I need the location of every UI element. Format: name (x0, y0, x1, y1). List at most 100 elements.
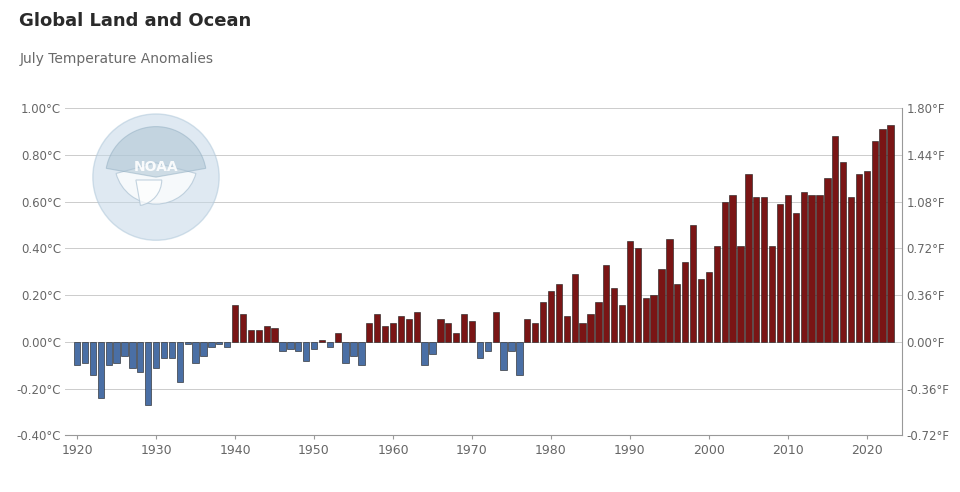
Text: Global Land and Ocean: Global Land and Ocean (19, 12, 252, 31)
Bar (548, 290, 554, 342)
Bar (201, 342, 206, 356)
Bar (303, 342, 309, 361)
Bar (74, 342, 81, 365)
Wedge shape (116, 163, 196, 204)
Bar (192, 342, 199, 363)
Bar (580, 323, 586, 342)
Bar (848, 197, 854, 342)
Bar (397, 316, 404, 342)
Bar (153, 342, 159, 368)
Circle shape (93, 114, 219, 240)
Bar (208, 342, 214, 346)
Bar (801, 192, 806, 342)
Bar (713, 246, 720, 342)
Bar (730, 195, 735, 342)
Wedge shape (136, 180, 161, 206)
Bar (468, 321, 475, 342)
Bar (311, 342, 317, 349)
Bar (82, 342, 88, 363)
Bar (706, 272, 712, 342)
Bar (437, 319, 444, 342)
Bar (761, 197, 767, 342)
Bar (130, 342, 135, 368)
Bar (698, 279, 705, 342)
Bar (106, 342, 112, 365)
Bar (832, 136, 838, 342)
Bar (169, 342, 175, 358)
Bar (619, 305, 625, 342)
Bar (224, 342, 230, 346)
Bar (429, 342, 436, 354)
Bar (343, 342, 348, 363)
Bar (98, 342, 104, 398)
Bar (145, 342, 152, 405)
Bar (287, 342, 294, 349)
Bar (887, 124, 894, 342)
Bar (161, 342, 167, 358)
Bar (374, 314, 380, 342)
Bar (121, 342, 128, 356)
Bar (603, 265, 610, 342)
Bar (737, 246, 744, 342)
Bar (540, 302, 546, 342)
Bar (263, 326, 270, 342)
Bar (414, 311, 420, 342)
Bar (642, 298, 649, 342)
Bar (248, 330, 254, 342)
Bar (326, 342, 333, 346)
Bar (864, 171, 870, 342)
Bar (461, 314, 468, 342)
Bar (137, 342, 143, 372)
Bar (516, 342, 522, 375)
Bar (564, 316, 570, 342)
Bar (485, 342, 491, 351)
Bar (690, 225, 696, 342)
Bar (184, 342, 191, 344)
Bar (659, 270, 664, 342)
Bar (492, 311, 499, 342)
Bar (509, 342, 515, 351)
Bar (366, 323, 372, 342)
Bar (453, 333, 459, 342)
Bar (627, 242, 633, 342)
Bar (90, 342, 96, 375)
Bar (816, 195, 823, 342)
Bar (240, 314, 246, 342)
Bar (651, 295, 657, 342)
Bar (216, 342, 223, 344)
Bar (445, 323, 451, 342)
Bar (722, 202, 728, 342)
Bar (879, 129, 886, 342)
Bar (611, 288, 617, 342)
Text: July Temperature Anomalies: July Temperature Anomalies (19, 52, 213, 65)
Bar (350, 342, 357, 356)
Bar (777, 204, 783, 342)
Bar (666, 239, 673, 342)
Bar (524, 319, 531, 342)
Bar (855, 174, 862, 342)
Bar (635, 248, 641, 342)
Bar (595, 302, 602, 342)
Bar (390, 323, 396, 342)
Bar (319, 339, 325, 342)
Bar (177, 342, 183, 382)
Bar (382, 326, 388, 342)
Bar (674, 283, 681, 342)
Bar (477, 342, 483, 358)
Bar (232, 305, 238, 342)
Bar (406, 319, 412, 342)
Bar (532, 323, 539, 342)
Text: NOAA: NOAA (133, 160, 179, 174)
Bar (358, 342, 365, 365)
Bar (272, 328, 277, 342)
Bar (769, 246, 776, 342)
Bar (682, 263, 688, 342)
Bar (113, 342, 120, 363)
Bar (784, 195, 791, 342)
Bar (556, 283, 562, 342)
Bar (793, 214, 799, 342)
Bar (295, 342, 301, 351)
Bar (872, 141, 877, 342)
Bar (825, 178, 830, 342)
Bar (421, 342, 428, 365)
